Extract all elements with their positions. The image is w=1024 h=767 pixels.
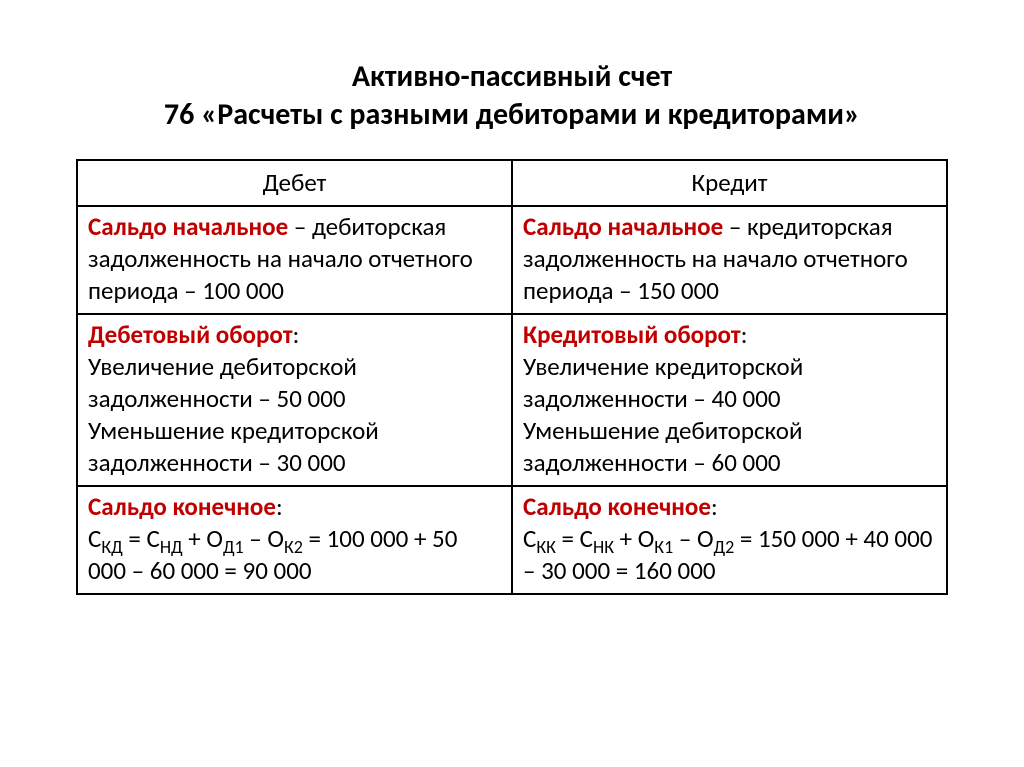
caption: Кредитовый оборот bbox=[523, 319, 741, 350]
caption: Сальдо начальное bbox=[88, 211, 288, 242]
sub: Д2 bbox=[714, 536, 735, 558]
turnover-debit: Дебетовый оборот: Увеличение дебиторской… bbox=[77, 314, 512, 486]
colon: : bbox=[293, 319, 300, 350]
colon: : bbox=[276, 491, 283, 522]
title-line-1: Активно-пассивный счет bbox=[76, 58, 948, 96]
sym: = С bbox=[556, 523, 593, 554]
sym: С bbox=[88, 523, 101, 554]
page-title: Активно-пассивный счет 76 «Расчеты с раз… bbox=[76, 58, 948, 133]
text: Уменьшение кредиторской задолженности – … bbox=[88, 415, 501, 479]
text: Уменьшение дебиторской задолженности – 6… bbox=[523, 415, 936, 479]
text: Увеличение кредиторской задолженности – … bbox=[523, 351, 936, 415]
opening-balance-debit: Сальдо начальное – дебиторская задолженн… bbox=[77, 206, 512, 314]
header-debit: Дебет bbox=[77, 160, 512, 206]
caption: Сальдо конечное bbox=[88, 491, 276, 522]
closing-balance-debit: Сальдо конечное: СКД = СНД + ОД1 – ОК2 =… bbox=[77, 486, 512, 594]
sym: С bbox=[523, 523, 536, 554]
sym: = С bbox=[123, 523, 160, 554]
account-table: Дебет Кредит Сальдо начальное – дебиторс… bbox=[76, 159, 948, 595]
opening-balance-credit: Сальдо начальное – кредиторская задолжен… bbox=[512, 206, 947, 314]
sym: – О bbox=[244, 523, 284, 554]
sym: + О bbox=[614, 523, 654, 554]
sym: + О bbox=[183, 523, 223, 554]
colon: : bbox=[741, 319, 748, 350]
closing-balance-credit: Сальдо конечное: СКК = СНК + ОК1 – ОД2 =… bbox=[512, 486, 947, 594]
sym: – О bbox=[673, 523, 713, 554]
caption: Дебетовый оборот bbox=[88, 319, 293, 350]
header-credit: Кредит bbox=[512, 160, 947, 206]
table-header-row: Дебет Кредит bbox=[77, 160, 947, 206]
formula: СКК = СНК + ОК1 – ОД2 = 150 000 + 40 000… bbox=[523, 523, 936, 587]
formula: СКД = СНД + ОД1 – ОК2 = 100 000 + 50 000… bbox=[88, 523, 501, 587]
table-row: Сальдо конечное: СКД = СНД + ОД1 – ОК2 =… bbox=[77, 486, 947, 594]
page: Активно-пассивный счет 76 «Расчеты с раз… bbox=[0, 0, 1024, 595]
colon: : bbox=[711, 491, 718, 522]
table-row: Дебетовый оборот: Увеличение дебиторской… bbox=[77, 314, 947, 486]
table-row: Сальдо начальное – дебиторская задолженн… bbox=[77, 206, 947, 314]
caption: Сальдо начальное bbox=[523, 211, 723, 242]
turnover-credit: Кредитовый оборот: Увеличение кредиторск… bbox=[512, 314, 947, 486]
text: Увеличение дебиторской задолженности – 5… bbox=[88, 351, 501, 415]
caption: Сальдо конечное bbox=[523, 491, 711, 522]
title-line-2: 76 «Расчеты с разными дебиторами и креди… bbox=[76, 96, 948, 134]
